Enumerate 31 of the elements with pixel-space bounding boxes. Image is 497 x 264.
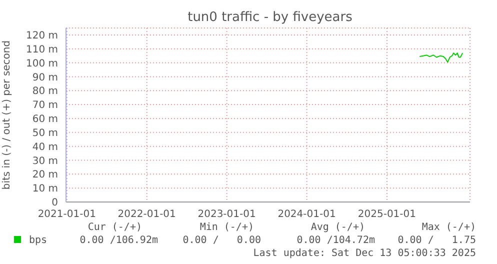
y-tick-label: 90 m — [32, 72, 58, 84]
text: 0.00 / 0.00 — [182, 235, 261, 246]
text: 0.00 / 1.75 — [396, 235, 476, 246]
x-tick-label: 2021-01-01 — [38, 209, 96, 220]
y-tick-label: 80 m — [32, 86, 58, 98]
y-tick-label: 50 m — [32, 128, 58, 139]
text: Max (-/+) — [420, 222, 476, 233]
text: Avg (-/+) — [310, 222, 365, 233]
y-tick-label: 100 m — [26, 58, 58, 70]
y-tick-label: 20 m — [32, 170, 58, 181]
y-axis-title: bits in (-) / out (+) per second — [2, 40, 13, 190]
text: Last update: Sat Dec 13 05:00:33 2025 — [253, 248, 476, 259]
y-tick-label: 120 m — [26, 30, 58, 42]
y-tick-label: 0 — [52, 198, 58, 209]
text: Cur (-/+) — [86, 222, 142, 233]
chart-title: tun0 traffic - by fiveyears — [186, 10, 354, 25]
x-tick-label: 2023-01-01 — [198, 209, 256, 220]
y-tick-label: 30 m — [32, 156, 58, 167]
x-tick-label: 2025-01-01 — [358, 209, 416, 220]
legend-label: bps — [28, 235, 48, 246]
x-tick-label: 2024-01-01 — [278, 209, 336, 220]
text: 0.00 /106.92m — [78, 235, 158, 246]
text: Min (-/+) — [198, 222, 254, 233]
line-series — [419, 52, 464, 63]
x-tick-label: 2022-01-01 — [118, 209, 176, 220]
y-tick-label: 110 m — [26, 44, 58, 56]
y-tick-label: 40 m — [32, 142, 58, 153]
y-tick-label: 70 m — [32, 100, 58, 112]
y-tick-label: 10 m — [32, 184, 58, 195]
text: 0.00 /104.72m — [296, 235, 375, 246]
y-tick-label: 60 m — [32, 114, 58, 126]
